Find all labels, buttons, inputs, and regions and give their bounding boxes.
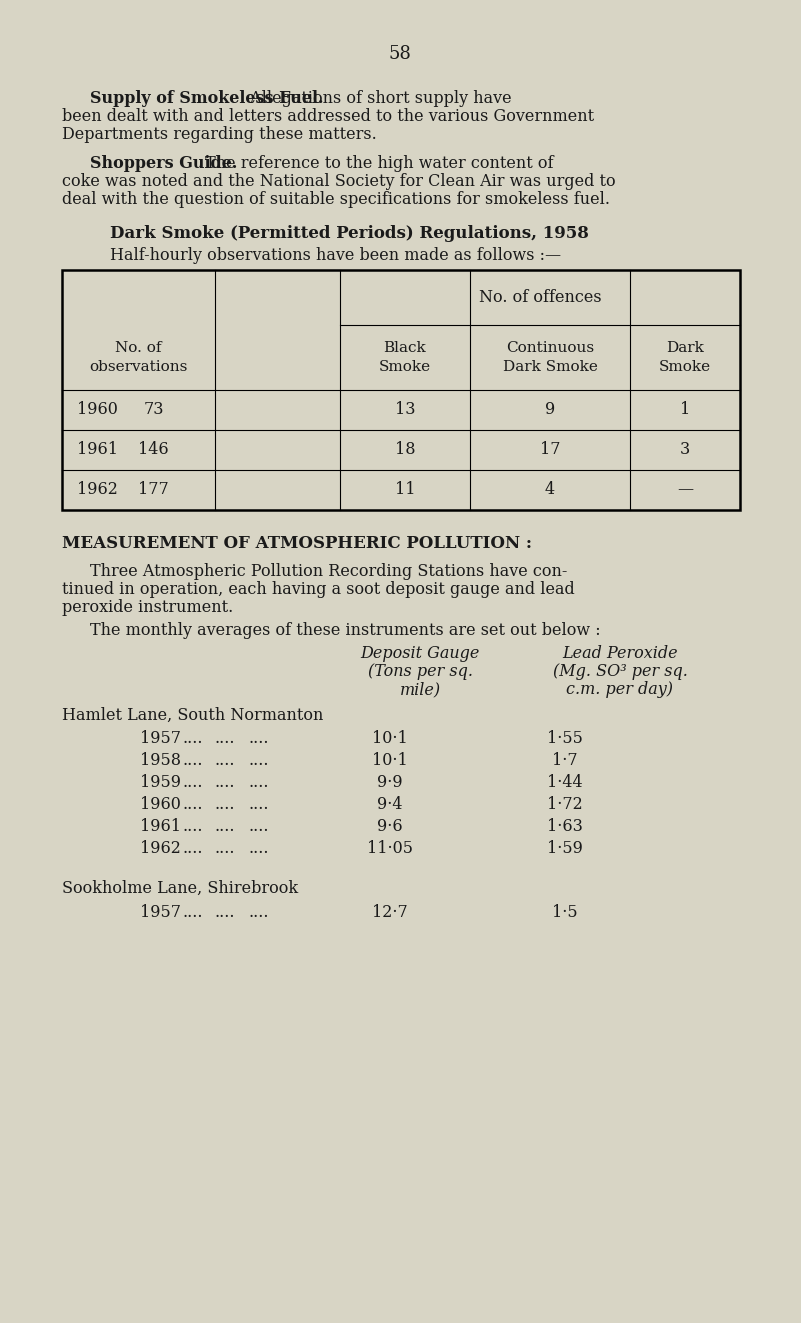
Text: ....: .... bbox=[248, 840, 268, 857]
Text: ....: .... bbox=[248, 796, 268, 814]
Text: coke was noted and the National Society for Clean Air was urged to: coke was noted and the National Society … bbox=[62, 173, 616, 191]
Text: ....: .... bbox=[182, 774, 203, 791]
Text: 18: 18 bbox=[395, 442, 415, 459]
Text: Half-hourly observations have been made as follows :—: Half-hourly observations have been made … bbox=[110, 247, 562, 265]
Text: 58: 58 bbox=[388, 45, 412, 64]
Text: 146: 146 bbox=[139, 442, 169, 459]
Text: 1·44: 1·44 bbox=[547, 774, 583, 791]
Text: Continuous
Dark Smoke: Continuous Dark Smoke bbox=[502, 341, 598, 373]
Text: The monthly averages of these instruments are set out below :: The monthly averages of these instrument… bbox=[90, 622, 601, 639]
Text: ....: .... bbox=[182, 904, 203, 921]
Text: 10·1: 10·1 bbox=[372, 730, 408, 747]
Text: 12·7: 12·7 bbox=[372, 904, 408, 921]
Text: 1·72: 1·72 bbox=[547, 796, 583, 814]
Text: 177: 177 bbox=[138, 482, 169, 499]
Text: tinued in operation, each having a soot deposit gauge and lead: tinued in operation, each having a soot … bbox=[62, 581, 575, 598]
Text: 10·1: 10·1 bbox=[372, 751, 408, 769]
Text: 1958: 1958 bbox=[140, 751, 181, 769]
Text: Supply of Smokeless Fuel.: Supply of Smokeless Fuel. bbox=[90, 90, 324, 107]
Text: c.m. per day): c.m. per day) bbox=[566, 681, 674, 699]
Text: ....: .... bbox=[182, 730, 203, 747]
Text: 17: 17 bbox=[540, 442, 560, 459]
Text: 1·55: 1·55 bbox=[547, 730, 583, 747]
Text: 9: 9 bbox=[545, 401, 555, 418]
Text: ....: .... bbox=[215, 796, 235, 814]
Text: No. of offences: No. of offences bbox=[479, 290, 602, 307]
Text: —: — bbox=[677, 482, 693, 499]
Text: ....: .... bbox=[215, 774, 235, 791]
Text: 1962: 1962 bbox=[140, 840, 181, 857]
Text: Dark
Smoke: Dark Smoke bbox=[659, 341, 711, 373]
Text: 3: 3 bbox=[680, 442, 690, 459]
Text: 1·7: 1·7 bbox=[552, 751, 578, 769]
Text: Allegations of short supply have: Allegations of short supply have bbox=[245, 90, 512, 107]
Text: 9·4: 9·4 bbox=[377, 796, 403, 814]
Text: 1961: 1961 bbox=[140, 818, 181, 835]
Text: ....: .... bbox=[182, 751, 203, 769]
Text: Shoppers Guide.: Shoppers Guide. bbox=[90, 155, 237, 172]
Text: The reference to the high water content of: The reference to the high water content … bbox=[200, 155, 553, 172]
Text: ....: .... bbox=[215, 730, 235, 747]
Text: ....: .... bbox=[182, 818, 203, 835]
Text: peroxide instrument.: peroxide instrument. bbox=[62, 599, 233, 617]
Text: 1957: 1957 bbox=[140, 730, 181, 747]
Text: 1·5: 1·5 bbox=[552, 904, 578, 921]
Text: ....: .... bbox=[215, 904, 235, 921]
Text: No. of
observations: No. of observations bbox=[90, 341, 187, 373]
Text: mile): mile) bbox=[400, 681, 441, 699]
Text: 1961: 1961 bbox=[77, 442, 118, 459]
Text: ....: .... bbox=[215, 818, 235, 835]
Text: 11·05: 11·05 bbox=[367, 840, 413, 857]
Text: 1·59: 1·59 bbox=[547, 840, 583, 857]
Text: ....: .... bbox=[248, 904, 268, 921]
Bar bbox=[62, 270, 740, 509]
Text: MEASUREMENT OF ATMOSPHERIC POLLUTION :: MEASUREMENT OF ATMOSPHERIC POLLUTION : bbox=[62, 534, 532, 552]
Text: ....: .... bbox=[248, 751, 268, 769]
Text: 13: 13 bbox=[395, 401, 415, 418]
Text: (Tons per sq.: (Tons per sq. bbox=[368, 663, 473, 680]
Text: 1960: 1960 bbox=[140, 796, 181, 814]
Text: 1957: 1957 bbox=[140, 904, 181, 921]
Text: 9·9: 9·9 bbox=[377, 774, 403, 791]
Text: 73: 73 bbox=[143, 401, 163, 418]
Text: Three Atmospheric Pollution Recording Stations have con-: Three Atmospheric Pollution Recording St… bbox=[90, 564, 567, 579]
Text: Hamlet Lane, South Normanton: Hamlet Lane, South Normanton bbox=[62, 706, 324, 724]
Text: Lead Peroxide: Lead Peroxide bbox=[562, 646, 678, 662]
Text: 4: 4 bbox=[545, 482, 555, 499]
Text: ....: .... bbox=[215, 751, 235, 769]
Text: ....: .... bbox=[215, 840, 235, 857]
Text: 9·6: 9·6 bbox=[377, 818, 403, 835]
Text: ....: .... bbox=[182, 796, 203, 814]
Text: ....: .... bbox=[182, 840, 203, 857]
Text: ....: .... bbox=[248, 730, 268, 747]
Text: Departments regarding these matters.: Departments regarding these matters. bbox=[62, 126, 376, 143]
Text: 1959: 1959 bbox=[140, 774, 181, 791]
Text: ....: .... bbox=[248, 774, 268, 791]
Text: Dark Smoke (Permitted Periods) Regulations, 1958: Dark Smoke (Permitted Periods) Regulatio… bbox=[110, 225, 589, 242]
Text: ....: .... bbox=[248, 818, 268, 835]
Text: Sookholme Lane, Shirebrook: Sookholme Lane, Shirebrook bbox=[62, 880, 298, 897]
Text: 1: 1 bbox=[680, 401, 690, 418]
Text: 1960: 1960 bbox=[77, 401, 118, 418]
Text: Deposit Gauge: Deposit Gauge bbox=[360, 646, 480, 662]
Text: 1962: 1962 bbox=[77, 482, 118, 499]
Text: been dealt with and letters addressed to the various Government: been dealt with and letters addressed to… bbox=[62, 108, 594, 124]
Text: 11: 11 bbox=[395, 482, 415, 499]
Text: deal with the question of suitable specifications for smokeless fuel.: deal with the question of suitable speci… bbox=[62, 191, 610, 208]
Text: (Mg. SO³ per sq.: (Mg. SO³ per sq. bbox=[553, 663, 687, 680]
Text: 1·63: 1·63 bbox=[547, 818, 583, 835]
Text: Black
Smoke: Black Smoke bbox=[379, 341, 431, 373]
